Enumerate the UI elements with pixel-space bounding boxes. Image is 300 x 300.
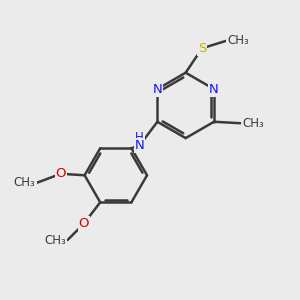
Text: CH₃: CH₃ xyxy=(227,34,249,47)
Text: N: N xyxy=(152,82,162,96)
Text: CH₃: CH₃ xyxy=(14,176,36,189)
Text: S: S xyxy=(198,42,206,55)
Text: O: O xyxy=(56,167,66,180)
Text: O: O xyxy=(79,217,89,230)
Text: H: H xyxy=(135,131,144,144)
Text: CH₃: CH₃ xyxy=(44,233,66,247)
Text: N: N xyxy=(135,139,144,152)
Text: N: N xyxy=(209,82,219,96)
Text: CH₃: CH₃ xyxy=(242,117,264,130)
